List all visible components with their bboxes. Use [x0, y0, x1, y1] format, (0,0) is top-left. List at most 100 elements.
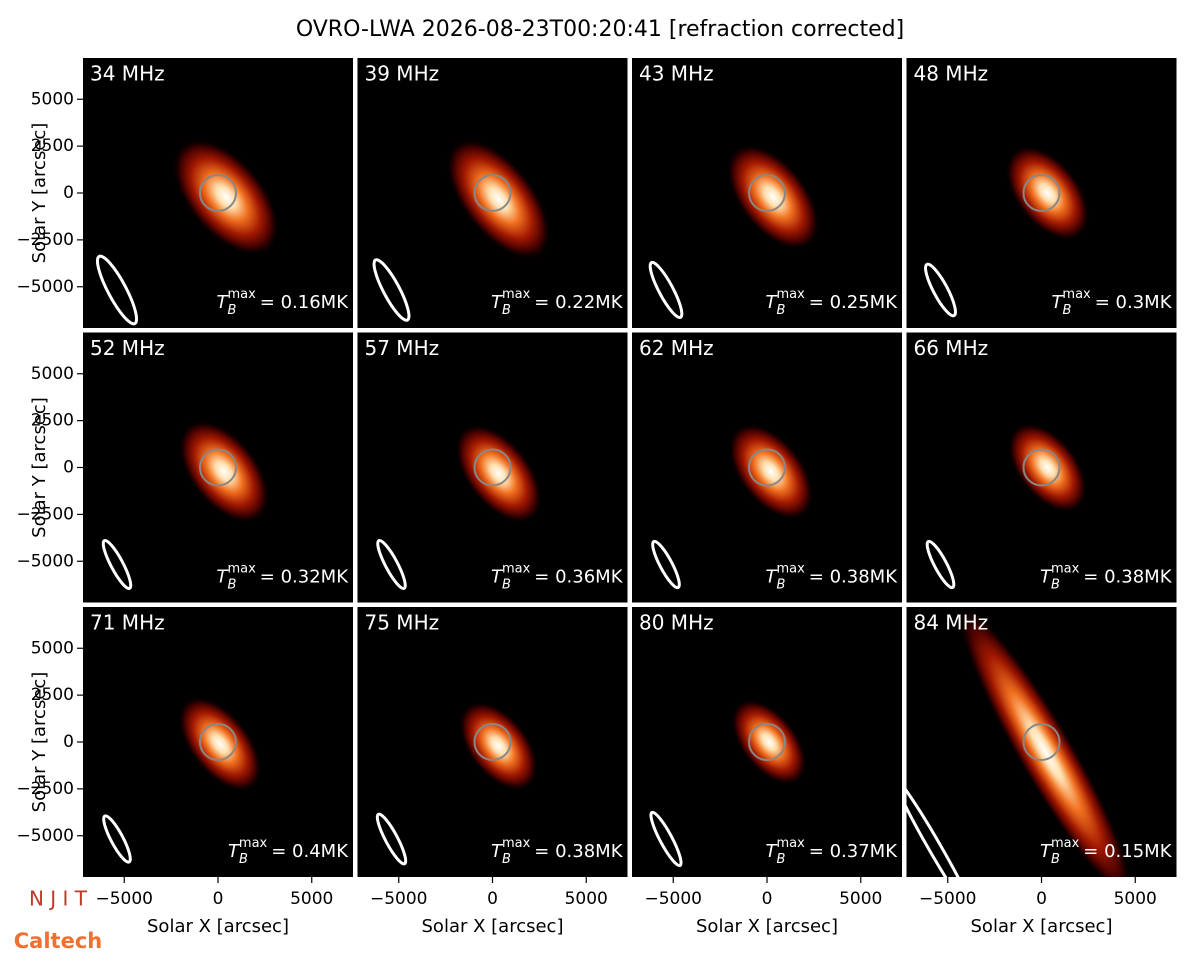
tb-value: = 0.22MK [534, 292, 623, 313]
tb-max-label: TBmax = 0.38MK [491, 836, 624, 867]
y-tick-label: −5000 [16, 551, 74, 571]
tb-max-label: TBmax = 0.36MK [491, 562, 624, 593]
caltech-logo: Caltech [14, 929, 102, 953]
frequency-label: 71 MHz [90, 611, 165, 635]
emission [957, 607, 1134, 877]
y-tick-label: 0 [63, 732, 74, 752]
tb-sup: max [776, 836, 805, 851]
y-tick-label: −2500 [16, 779, 74, 799]
tb-symbol: T [228, 841, 241, 862]
tb-sub: B [502, 852, 511, 867]
y-tick-label: −5000 [16, 826, 74, 846]
panel [632, 58, 902, 328]
tb-value: = 0.38MK [809, 567, 898, 588]
njit-logo: N J I T [29, 887, 88, 911]
x-axis-label: Solar X [arcsec] [422, 916, 564, 937]
tb-max-label: TBmax = 0.38MK [1040, 562, 1173, 593]
solar-disk [1022, 448, 1061, 487]
x-tick-label: 0 [762, 889, 773, 909]
solar-disk [473, 723, 512, 761]
frequency-label: 34 MHz [90, 62, 165, 86]
y-tick-label: −2500 [16, 230, 74, 250]
tb-max-label: TBmax = 0.16MK [217, 287, 350, 318]
tb-max-label: TBmax = 0.37MK [766, 836, 899, 867]
tb-value: = 0.3MK [1095, 292, 1173, 313]
solar-disk [199, 448, 237, 487]
solar-disk [1022, 174, 1061, 212]
tb-max-label: TBmax = 0.15MK [1040, 836, 1173, 867]
y-tick-label: 5000 [31, 364, 74, 384]
beam [925, 539, 956, 590]
frequency-label: 66 MHz [914, 336, 989, 360]
solar-disk [473, 448, 512, 487]
beam [376, 538, 407, 591]
beam [375, 812, 408, 866]
panel [632, 607, 902, 877]
solar-disk [1022, 723, 1061, 761]
tb-sup: max [776, 562, 805, 577]
panel [83, 607, 353, 877]
y-tick-label: 2500 [31, 136, 74, 156]
beam [649, 810, 683, 868]
tb-max-label: TBmax = 0.38MK [766, 562, 899, 593]
tb-symbol: T [766, 292, 779, 313]
beam [101, 538, 133, 591]
emission [728, 423, 814, 520]
beam [95, 254, 139, 326]
tb-sup: max [502, 562, 531, 577]
tb-sup: max [239, 836, 268, 851]
y-axis-label: Solar Y [arcsec] [29, 397, 50, 538]
y-tick-label: 5000 [31, 638, 74, 658]
y-tick-label: 2500 [31, 685, 74, 705]
solar-disk [199, 723, 237, 761]
tb-max-label: TBmax = 0.32MK [217, 562, 350, 593]
y-tick-label: 2500 [31, 411, 74, 431]
tb-symbol: T [217, 292, 230, 313]
tb-symbol: T [491, 567, 504, 588]
beam [651, 539, 681, 590]
tb-value: = 0.38MK [534, 841, 623, 862]
x-tick-label: −5000 [370, 889, 428, 909]
tb-sup: max [502, 287, 531, 302]
x-tick-label: −5000 [919, 889, 977, 909]
tb-value: = 0.37MK [809, 841, 898, 862]
x-tick-label: 0 [487, 889, 498, 909]
x-tick-label: 5000 [839, 889, 882, 909]
panel [83, 332, 353, 603]
tb-sup: max [502, 836, 531, 851]
x-tick-label: −5000 [95, 889, 153, 909]
panel [357, 607, 628, 877]
tb-symbol: T [491, 292, 504, 313]
emission [172, 138, 280, 256]
solar-disk [199, 174, 237, 212]
panel [83, 58, 353, 328]
solar-disk [748, 448, 786, 487]
y-tick-label: 0 [63, 458, 74, 478]
beam [924, 262, 957, 318]
emission [178, 419, 270, 524]
tb-sub: B [502, 578, 511, 593]
tb-sub: B [777, 578, 786, 593]
emission [1005, 145, 1090, 241]
emission [731, 698, 807, 786]
frequency-label: 84 MHz [914, 611, 989, 635]
tb-value: = 0.36MK [534, 567, 623, 588]
tb-sub: B [228, 303, 237, 318]
tb-symbol: T [1040, 841, 1053, 862]
tb-sup: max [776, 287, 805, 302]
tb-max-label: TBmax = 0.22MK [491, 287, 624, 318]
panel [906, 58, 1177, 328]
frequency-label: 52 MHz [90, 336, 165, 360]
panel [357, 332, 628, 603]
y-axis-label: Solar Y [arcsec] [29, 123, 50, 264]
tb-max-label: TBmax = 0.4MK [228, 836, 349, 867]
tb-symbol: T [1040, 567, 1053, 588]
emission [458, 701, 539, 791]
x-tick-label: 5000 [290, 889, 333, 909]
x-tick-label: 0 [213, 889, 224, 909]
x-axis-label: Solar X [arcsec] [147, 916, 289, 937]
x-tick-label: 5000 [565, 889, 608, 909]
solar-disk [748, 174, 786, 212]
tb-sub: B [228, 578, 237, 593]
tb-value: = 0.32MK [260, 567, 349, 588]
